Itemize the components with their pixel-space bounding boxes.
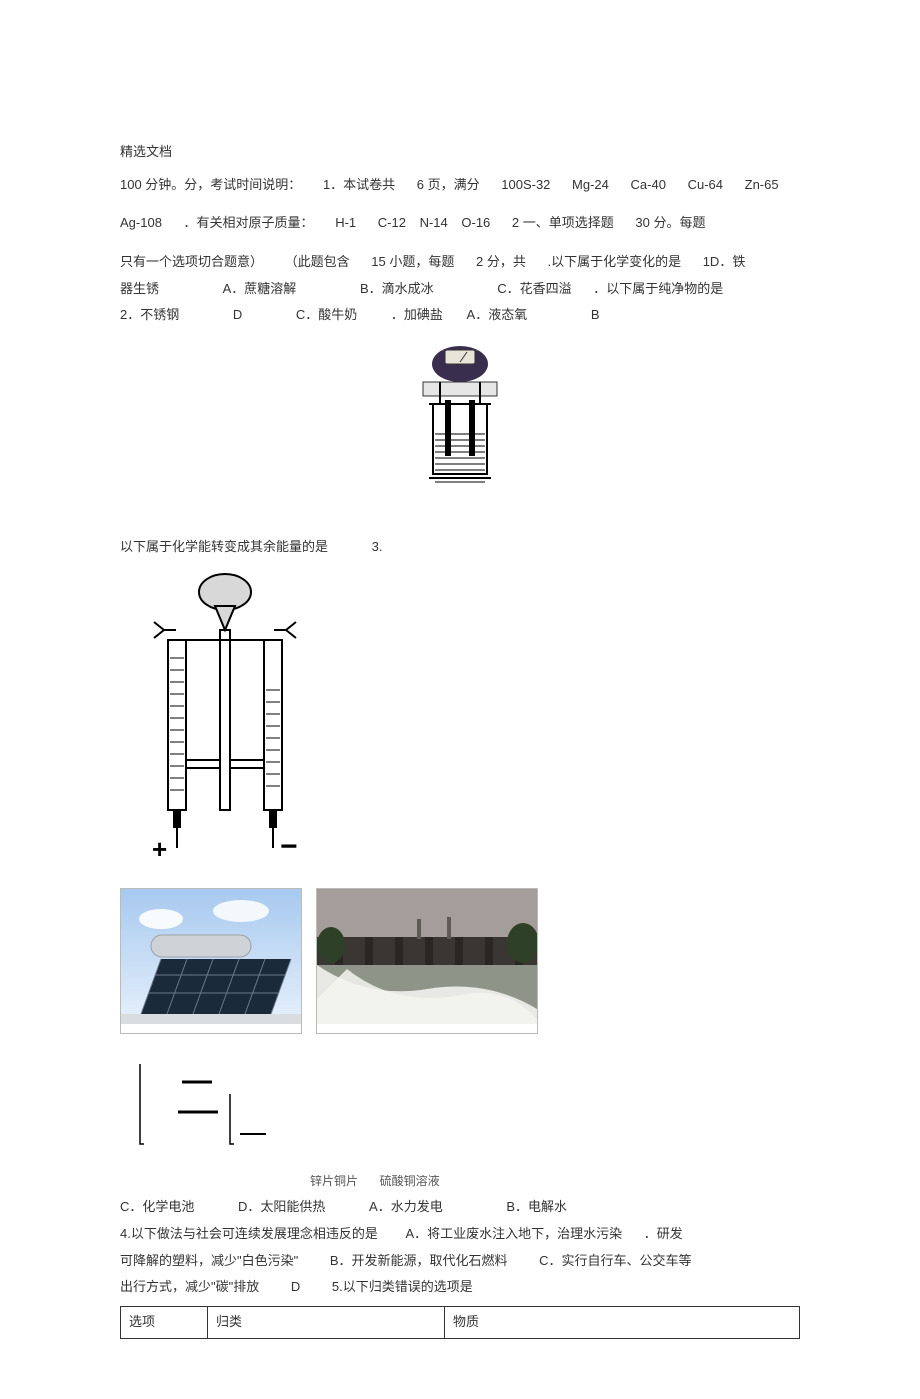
text: C．酸牛奶	[296, 307, 357, 322]
paragraph-1: 100 分钟。分，考试时间说明： 1．本试卷共 6 页，满分 100S-32 M…	[120, 173, 800, 198]
text: B．滴水成冰	[360, 281, 434, 296]
text: 1D．铁	[703, 254, 746, 269]
doc-label: 精选文档	[120, 140, 800, 165]
text: C-12	[378, 215, 406, 230]
table-header-category: 归类	[208, 1307, 445, 1339]
text: A．将工业废水注入地下，治理水污染	[405, 1226, 622, 1241]
figure-beaker-small	[120, 1054, 800, 1163]
table-header-option: 选项	[121, 1307, 208, 1339]
paragraph-3: 只有一个选项切合题意） （此题包含 15 小题，每题 2 分，共 .以下属于化学…	[120, 250, 800, 275]
text: B	[591, 307, 600, 322]
paragraph-2: Ag-108 ．有关相对原子质量： H-1 C-12 N-14 O-16 2 一…	[120, 211, 800, 236]
text: A．液态氧	[467, 307, 528, 322]
text: 可降解的塑料，减少"白色污染"	[120, 1253, 298, 1268]
text: 15 小题，每题	[371, 254, 454, 269]
text: 器生锈	[120, 281, 159, 296]
question-3-line: 以下属于化学能转变成其余能量的是 3.	[120, 535, 800, 560]
text: 出行方式，减少"碳"排放	[120, 1279, 259, 1294]
text: D	[233, 307, 242, 322]
paragraph-5: 2．不锈钢 D C．酸牛奶 ．加碘盐 A．液态氧 B	[120, 303, 800, 328]
text: H-1	[335, 215, 356, 230]
text: O-16	[461, 215, 490, 230]
text: 只有一个选项切合题意）	[120, 254, 263, 269]
text: D．太阳能供热	[238, 1199, 325, 1214]
text: ．加碘盐	[391, 307, 443, 322]
text: 2 一、单项选择题	[512, 215, 614, 230]
electrolysis-icon: + −	[120, 570, 330, 870]
svg-text:+: +	[152, 834, 167, 864]
table-row: 选项 归类 物质	[121, 1307, 800, 1339]
beaker-electrodes-icon	[120, 1054, 340, 1154]
photo-row	[120, 888, 800, 1034]
text: Mg-24	[572, 177, 609, 192]
text: 4.以下做法与社会可连续发展理念相违反的是	[120, 1226, 378, 1241]
text: B．电解水	[506, 1199, 567, 1214]
text: C．化学电池	[120, 1199, 194, 1214]
paragraph-9: 出行方式，减少"碳"排放 D 5.以下归类错误的选项是	[120, 1275, 800, 1300]
text: C．花香四溢	[497, 281, 571, 296]
document-page: 精选文档 100 分钟。分，考试时间说明： 1．本试卷共 6 页，满分 100S…	[0, 0, 920, 1399]
text: 6 页，满分	[417, 177, 480, 192]
text: 1．本试卷共	[323, 177, 395, 192]
text: 以下属于化学能转变成其余能量的是	[120, 539, 328, 554]
text: A．蔗糖溶解	[223, 281, 297, 296]
text: Ca-40	[631, 177, 666, 192]
text: Ag-108	[120, 215, 162, 230]
text: 100 分钟。分，考试时间说明：	[120, 177, 301, 192]
paragraph-6: C．化学电池 D．太阳能供热 A．水力发电 B．电解水	[120, 1195, 800, 1220]
figure-battery	[120, 342, 800, 521]
text: 5.以下归类错误的选项是	[332, 1279, 473, 1294]
text: Cu-64	[688, 177, 723, 192]
text: ．有关相对原子质量：	[184, 215, 314, 230]
text: A．水力发电	[369, 1199, 443, 1214]
paragraph-7: 4.以下做法与社会可连续发展理念相违反的是 A．将工业废水注入地下，治理水污染 …	[120, 1222, 800, 1247]
text: N-14	[420, 215, 448, 230]
text: B．开发新能源，取代化石燃料	[330, 1253, 508, 1268]
caption-text: 锌片铜片	[310, 1174, 358, 1188]
text: 2．不锈钢	[120, 307, 179, 322]
text: C．实行自行车、公交车等	[539, 1253, 691, 1268]
text: 100S-32	[501, 177, 550, 192]
beaker-caption: 锌片铜片 硫酸铜溶液	[310, 1169, 800, 1194]
text: Zn-65	[745, 177, 779, 192]
solar-photo	[120, 888, 302, 1034]
dam-photo	[316, 888, 538, 1034]
text: 30 分。每题	[635, 215, 705, 230]
figure-electrolysis: + −	[120, 570, 800, 879]
text: .以下属于化学变化的是	[547, 254, 681, 269]
paragraph-8: 可降解的塑料，减少"白色污染" B．开发新能源，取代化石燃料 C．实行自行车、公…	[120, 1249, 800, 1274]
text: D	[291, 1279, 300, 1294]
table-header-substance: 物质	[445, 1307, 800, 1339]
text: 3.	[372, 539, 383, 554]
text: ．研发	[644, 1226, 683, 1241]
battery-icon	[405, 342, 515, 521]
text: 2 分，共	[476, 254, 526, 269]
paragraph-4: 器生锈 A．蔗糖溶解 B．滴水成冰 C．花香四溢 ．以下属于纯净物的是	[120, 277, 800, 302]
svg-text:−: −	[280, 830, 298, 863]
caption-text: 硫酸铜溶液	[380, 1174, 440, 1188]
text: ．以下属于纯净物的是	[593, 281, 723, 296]
classification-table: 选项 归类 物质	[120, 1306, 800, 1339]
text: （此题包含	[285, 254, 350, 269]
